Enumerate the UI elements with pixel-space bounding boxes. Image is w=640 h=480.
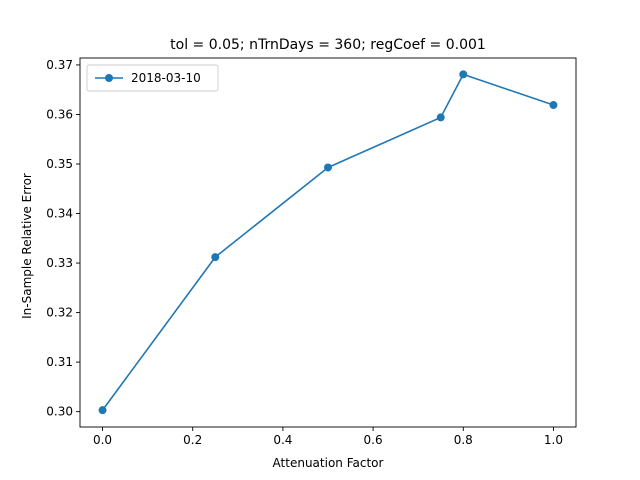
legend-marker [105,74,113,82]
legend-label: 2018-03-10 [131,71,201,85]
axes-frame [79,57,577,428]
y-tick-label: 0.34 [46,207,73,221]
data-point [211,253,220,262]
y-tick-label: 0.33 [46,256,73,270]
chart-title: tol = 0.05; nTrnDays = 360; regCoef = 0.… [170,37,486,53]
x-tick-label: 0.4 [273,433,292,447]
x-tick-label: 0.0 [93,433,112,447]
series-line [101,73,554,411]
data-point [549,101,558,110]
legend: 2018-03-10 [86,64,219,92]
y-tick-label: 0.35 [46,157,73,171]
x-tick-label: 0.8 [454,433,473,447]
y-tick-label: 0.30 [46,405,73,419]
x-tick-label: 0.2 [183,433,202,447]
x-axis-label: Attenuation Factor [273,456,384,470]
data-point [324,163,332,172]
y-tick-label: 0.36 [46,107,73,121]
y-axis-label: In-Sample Relative Error [20,173,34,319]
y-tick-label: 0.31 [46,355,73,369]
y-tick-label: 0.37 [46,58,73,72]
data-point [98,406,107,415]
plot-area: 0.0 0.2 0.4 0.6 0.8 1.0 0.30 0.31 0.32 0.33 0.34 0.… [46,57,577,447]
data-point [459,70,468,79]
x-tick-label: 0.6 [364,433,383,447]
data-point [436,113,445,122]
y-tick-label: 0.32 [46,306,73,320]
legend-box [86,64,219,92]
x-tick-label: 1.0 [544,433,563,447]
